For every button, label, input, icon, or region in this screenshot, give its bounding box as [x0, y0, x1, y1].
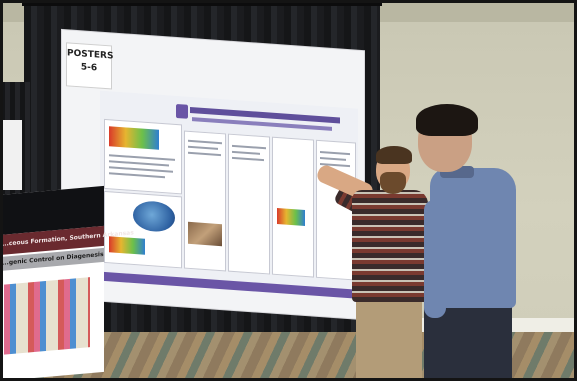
poster-figure-section: [109, 236, 145, 255]
poster-panel-data: [228, 133, 270, 275]
presenter-plaid-shirt: [352, 190, 428, 302]
poster-panel-methods: [104, 190, 182, 269]
left-edge-poster: [0, 120, 22, 190]
poster-panel-text: [184, 130, 226, 272]
poster-figure-core: [188, 221, 222, 247]
foreground-poster-strata-figure: [4, 277, 90, 355]
presenter-pants: [356, 298, 422, 381]
visitor-hair: [416, 104, 478, 136]
presenter-beard: [380, 172, 406, 194]
poster-panel-results: [272, 136, 314, 278]
poster-figure-globe: [133, 199, 175, 233]
poster-number-sign: POSTERS 5-6: [66, 42, 113, 90]
research-poster: [100, 90, 358, 299]
presenter-hair: [376, 146, 412, 164]
visitor-arm: [424, 200, 446, 318]
poster-panel-intro: [104, 118, 182, 195]
foreground-poster: ...ceous Formation, Southern Arkansas ..…: [0, 185, 134, 381]
curtain-rod: [22, 0, 382, 6]
poster-figure-results: [277, 208, 305, 226]
poster-figure-map: [109, 126, 159, 150]
university-logo: [176, 103, 188, 119]
